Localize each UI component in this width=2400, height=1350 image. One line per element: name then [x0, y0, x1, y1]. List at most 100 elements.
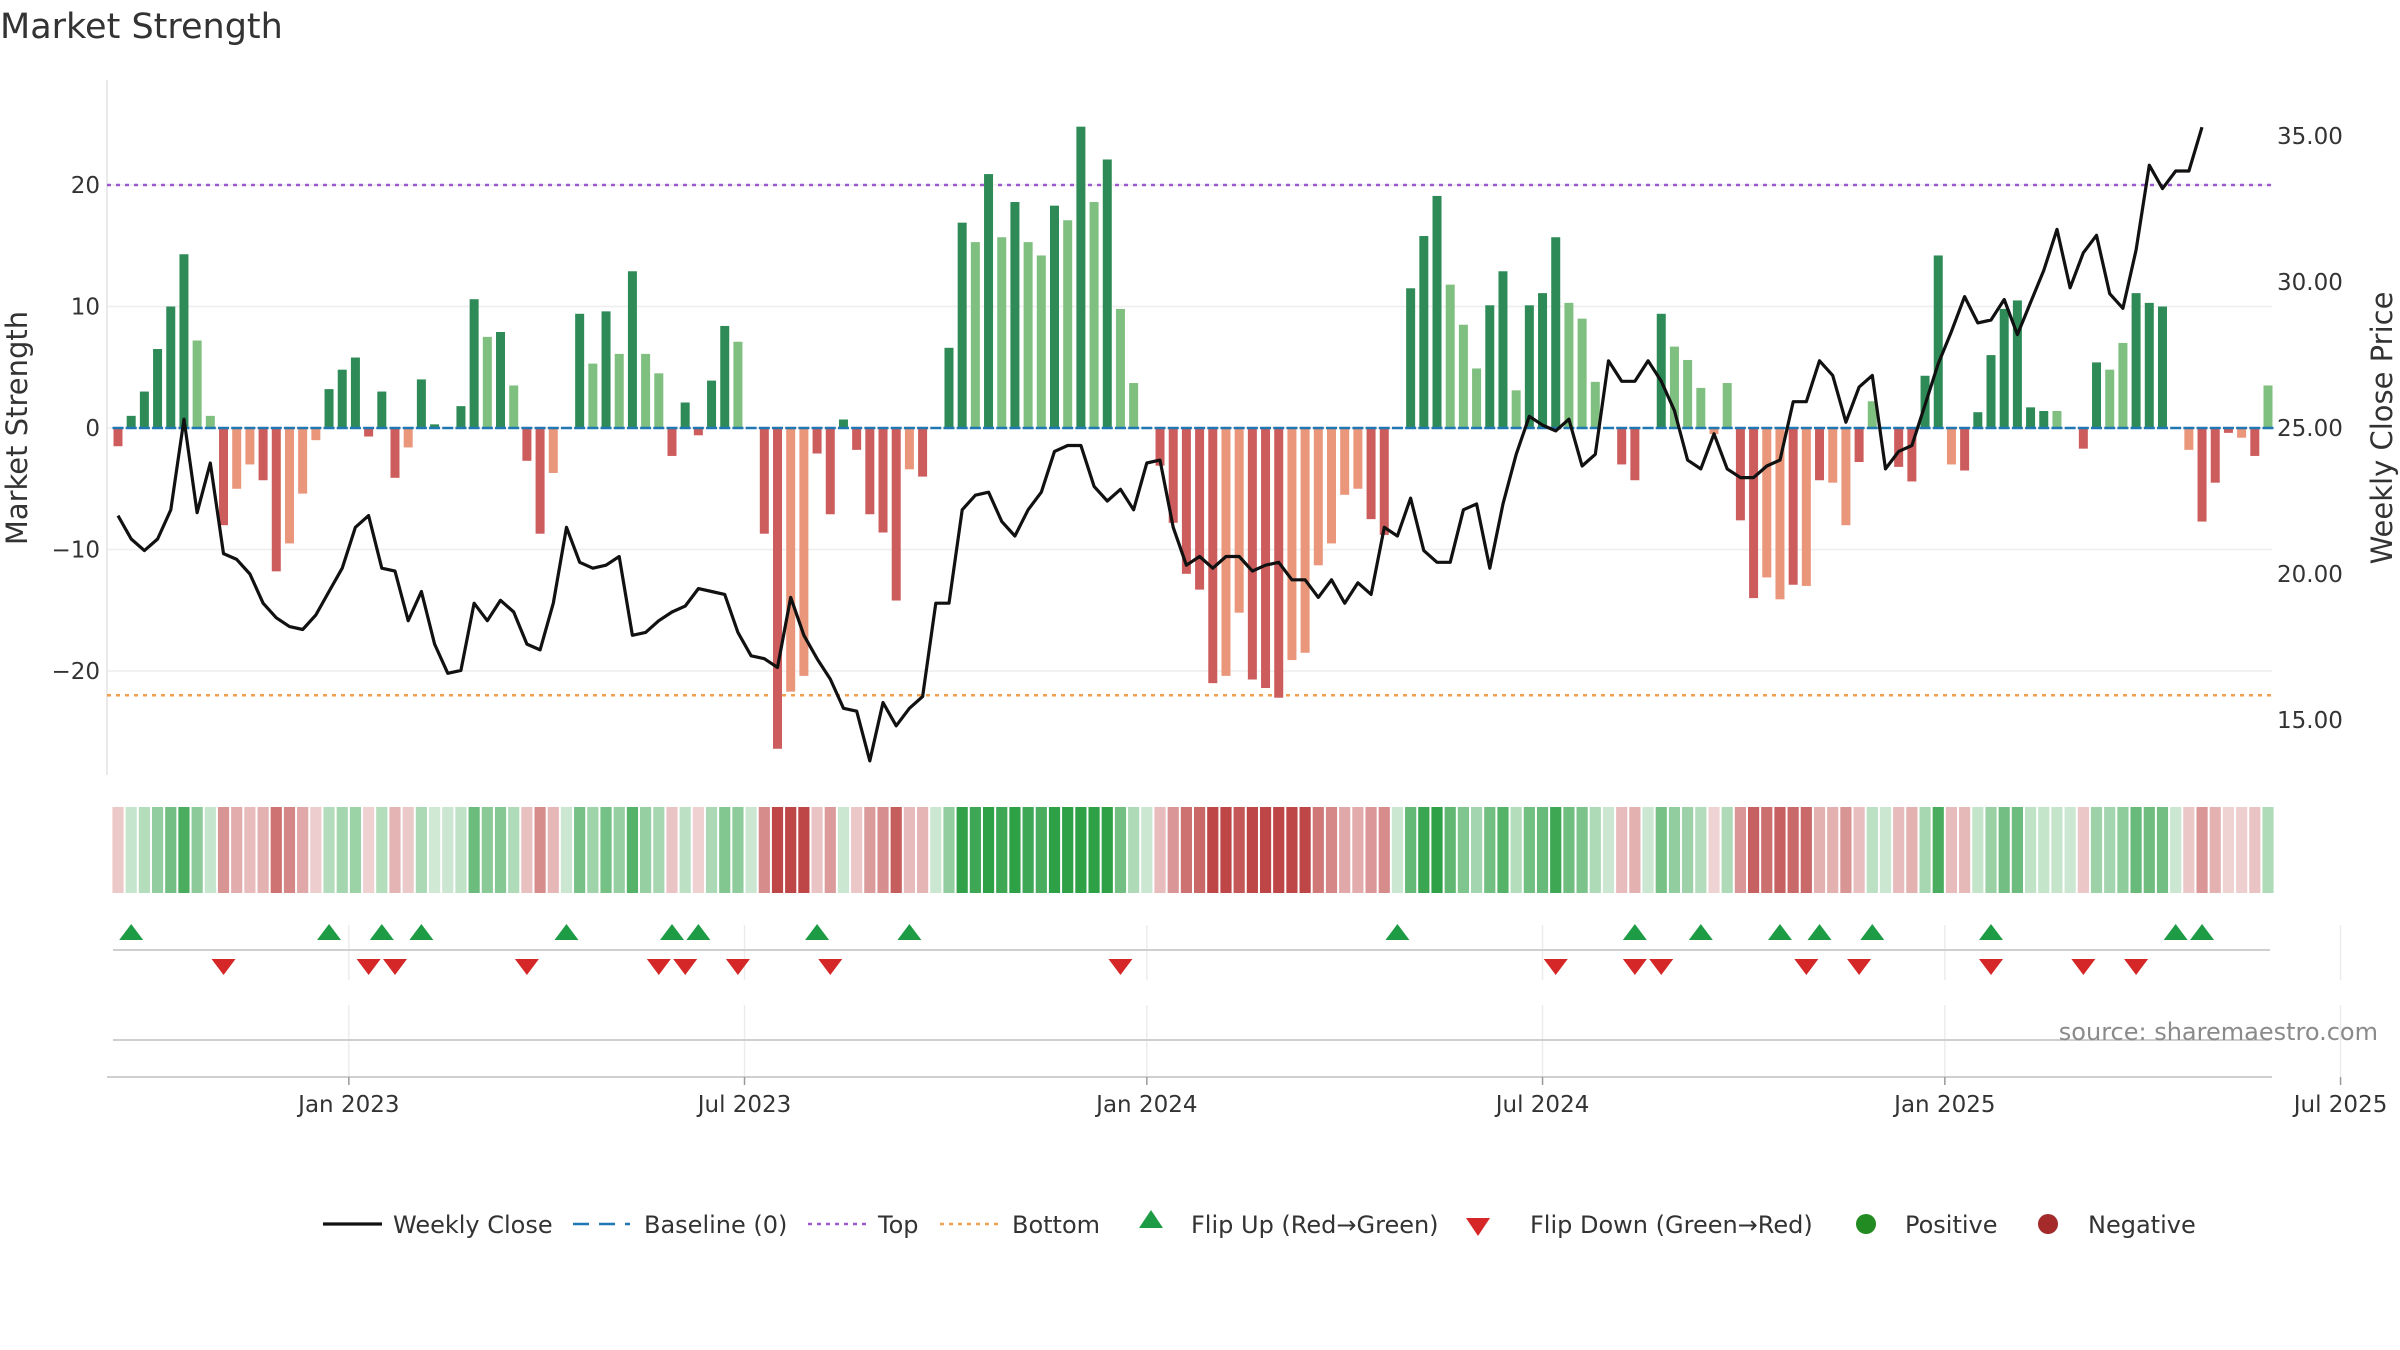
- heat-cell: [1840, 807, 1852, 893]
- strength-bar: [812, 428, 822, 454]
- strength-bar: [1999, 308, 2009, 428]
- strength-bar: [1445, 284, 1455, 428]
- heat-cell: [1827, 807, 1839, 893]
- heat-cell: [1734, 807, 1746, 893]
- y2-axis-ticks: 35.00 30.00 25.00 20.00 15.00: [2277, 124, 2343, 734]
- heat-cell: [1194, 807, 1206, 893]
- heat-cell: [1550, 807, 1562, 893]
- flip-up-marker: [1385, 924, 1410, 940]
- y-tick-label: 10: [71, 295, 100, 321]
- heat-cell: [125, 807, 137, 893]
- heat-cell: [1959, 807, 1971, 893]
- strength-bar: [773, 428, 783, 749]
- x-tick-label: Jan 2025: [1892, 1092, 1995, 1118]
- y2-tick-label: 35.00: [2277, 124, 2343, 150]
- heat-cell: [165, 807, 177, 893]
- strength-bar: [205, 415, 215, 428]
- y-tick-label: −10: [51, 538, 100, 564]
- flip-down-marker: [1649, 959, 1674, 975]
- y2-tick-label: 25.00: [2277, 416, 2343, 442]
- heat-cell: [1128, 807, 1140, 893]
- heat-cell: [692, 807, 704, 893]
- heat-cell: [270, 807, 282, 893]
- heat-cell: [837, 807, 850, 893]
- main-panel: 20 10 0 −10 −20 35.00 30.00 25.00 20.00 15.00 Ma…: [0, 80, 2399, 775]
- strength-bar: [1221, 428, 1231, 676]
- strength-bar: [1973, 412, 1983, 428]
- strength-bar: [1195, 428, 1205, 590]
- strength-bar: [2237, 428, 2247, 438]
- strength-bar: [1933, 255, 1943, 428]
- flip-up-markers: [119, 924, 2215, 940]
- heat-cell: [771, 807, 784, 893]
- heat-cell: [1035, 807, 1047, 893]
- strength-bar: [1102, 159, 1112, 429]
- heat-cell: [376, 807, 388, 893]
- strength-bar: [1472, 368, 1482, 428]
- chart-title: Market Strength: [0, 7, 283, 47]
- heat-cell: [297, 807, 309, 893]
- heat-cell: [1510, 807, 1522, 893]
- heat-cell: [244, 807, 256, 893]
- heat-cell: [1919, 807, 1931, 893]
- heat-cell: [1444, 807, 1456, 893]
- heat-cell: [1800, 807, 1812, 893]
- heat-cell: [1339, 807, 1351, 893]
- heat-cell: [442, 807, 454, 893]
- flip-down-marker: [1622, 959, 1647, 975]
- legend-swatch-flip-up: [1139, 1210, 1163, 1228]
- strength-bar: [1709, 428, 1719, 435]
- heat-cell: [1273, 807, 1285, 893]
- heat-cell: [468, 807, 480, 893]
- strength-bar: [588, 363, 598, 428]
- heat-cell: [1695, 807, 1707, 893]
- strength-bar: [2105, 369, 2115, 428]
- heat-cell: [1352, 807, 1364, 893]
- strength-bar: [535, 428, 545, 534]
- heat-cell: [534, 807, 546, 893]
- strength-bar: [1538, 293, 1548, 428]
- flip-down-marker: [1108, 959, 1133, 975]
- strength-bar: [271, 428, 281, 572]
- strength-bar: [825, 428, 835, 515]
- heat-cell: [2117, 807, 2129, 893]
- strength-bar: [1946, 428, 1956, 465]
- legend-label-negative: Negative: [2088, 1211, 2196, 1239]
- source-label: source: sharemaestro.com: [2059, 1018, 2378, 1046]
- strength-bar: [390, 428, 400, 478]
- heat-cell: [1932, 807, 1944, 893]
- heat-cell: [310, 807, 322, 893]
- strength-bar: [720, 325, 730, 428]
- flip-up-marker: [409, 924, 434, 940]
- heat-cell: [1642, 807, 1654, 893]
- strength-bar: [641, 353, 651, 428]
- strength-bar: [1287, 428, 1297, 661]
- heat-cell: [982, 807, 995, 893]
- heat-cell: [1246, 807, 1258, 893]
- heat-cell: [2090, 807, 2103, 893]
- heat-cell: [587, 807, 599, 893]
- strength-bar: [337, 369, 347, 428]
- heat-cell: [455, 807, 467, 893]
- heat-cell: [1523, 807, 1535, 893]
- heat-cell: [2024, 807, 2037, 893]
- heat-cell: [758, 807, 770, 893]
- heat-cell: [151, 807, 164, 893]
- strength-bar: [2197, 428, 2207, 522]
- strength-bar: [496, 332, 506, 428]
- heat-cell: [389, 807, 401, 893]
- heat-cell: [178, 807, 190, 893]
- strength-bar: [1366, 428, 1376, 520]
- strength-bar: [2250, 428, 2260, 456]
- flip-down-marker: [382, 959, 407, 975]
- strength-bar: [166, 306, 176, 428]
- strength-bar: [1234, 428, 1244, 613]
- flip-markers-panel: [113, 924, 2342, 980]
- heat-cell: [1813, 807, 1826, 893]
- strength-bar: [667, 428, 677, 456]
- heat-cell: [415, 807, 427, 893]
- strength-bar: [1749, 428, 1759, 599]
- heat-cell: [1945, 807, 1958, 893]
- strength-bar: [1590, 381, 1600, 428]
- strength-bar: [1841, 428, 1851, 526]
